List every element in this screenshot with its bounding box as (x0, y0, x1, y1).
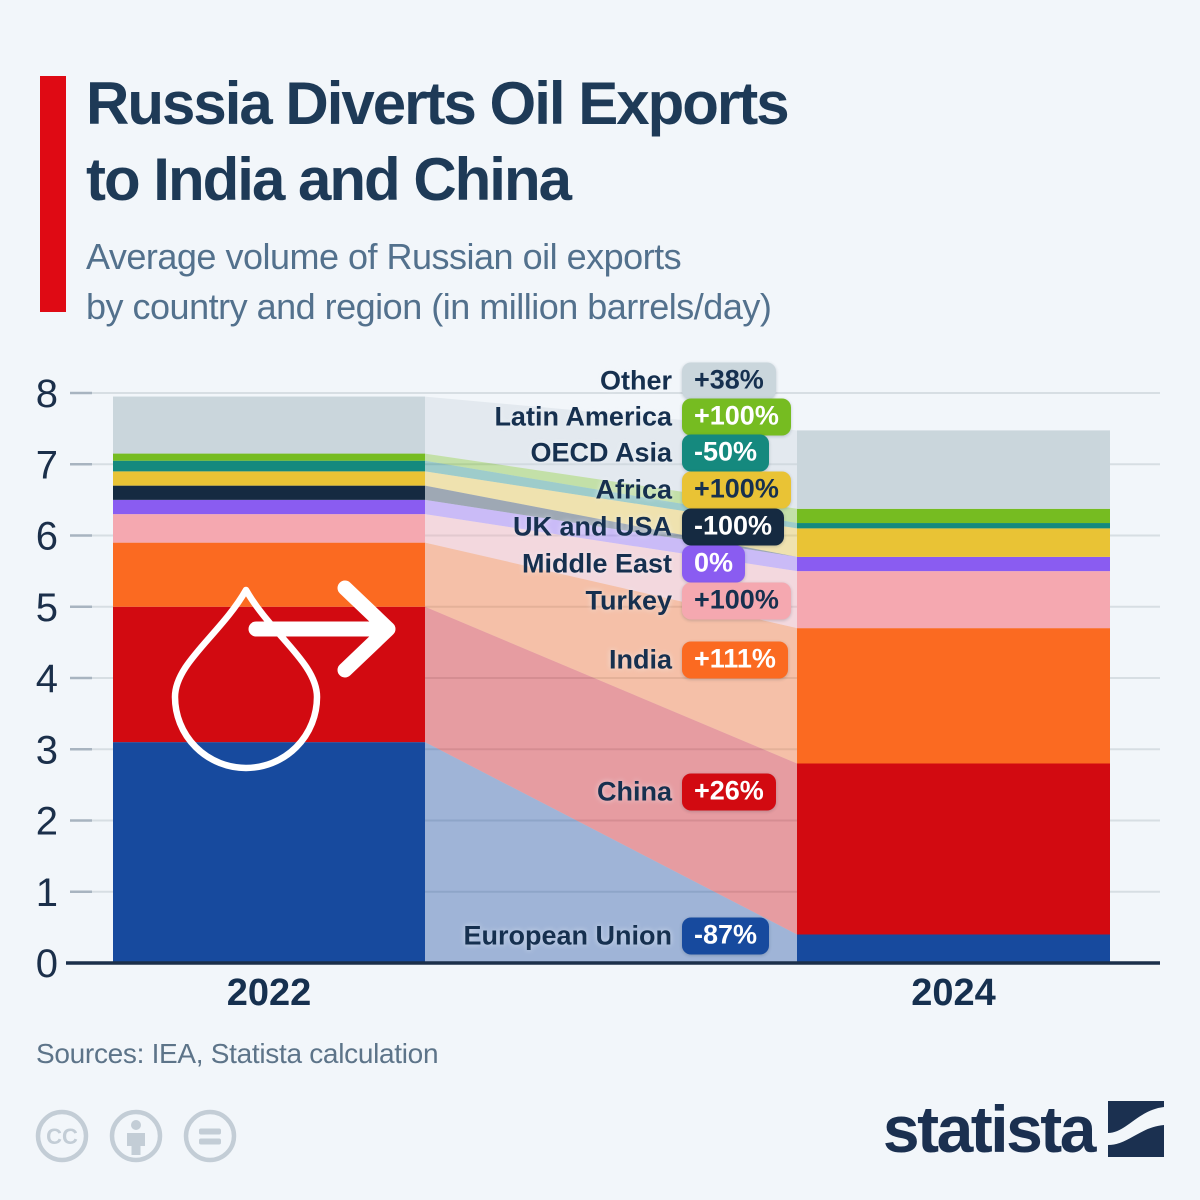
sources-text: Sources: IEA, Statista calculation (36, 1038, 439, 1069)
bar-2022-segment-india (113, 542, 425, 607)
title-accent-bar (40, 76, 66, 312)
flow-band-china (425, 606, 797, 935)
flow-band-european-union (425, 742, 797, 963)
bar-2022-segment-oecd-asia (113, 460, 425, 472)
bar-2022-segment-latin-america (113, 453, 425, 461)
bar-2022-segment-middle-east (113, 499, 425, 515)
ytick-label-6: 6 (36, 515, 58, 559)
cc-license-icon[interactable]: CC (35, 1109, 89, 1163)
cc-nd-icon[interactable] (183, 1109, 237, 1163)
ytick-label-1: 1 (36, 871, 58, 915)
bar-2024-segment-european-union (797, 934, 1110, 963)
bar-2024-segment-china (797, 763, 1110, 935)
oil-drop-icon (171, 586, 321, 772)
page-title: Russia Diverts Oil Exports to India and … (86, 66, 1086, 218)
bar-2022-segment-other (113, 396, 425, 454)
svg-text:CC: CC (46, 1124, 78, 1149)
page-subtitle: Average volume of Russian oil exports by… (86, 232, 1126, 332)
page-title-line-1: Russia Diverts Oil Exports (86, 70, 790, 137)
ytick-label-5: 5 (36, 586, 58, 630)
ytick-label-8: 8 (36, 372, 58, 416)
bar-2022-segment-european-union (113, 742, 425, 963)
flow-band-india (425, 542, 797, 764)
bar-2024-segment-latin-america (797, 508, 1110, 524)
page-subtitle-line-2: by country and region (in million barrel… (86, 286, 772, 327)
ytick-label-3: 3 (36, 728, 58, 772)
statista-logo[interactable]: statista (883, 1096, 1164, 1162)
bar-2024-segment-oecd-asia (797, 523, 1110, 529)
statista-logo-mark (1108, 1101, 1164, 1157)
ytick-label-4: 4 (36, 657, 58, 701)
bar-2024-segment-turkey (797, 571, 1110, 629)
bar-2024-segment-india (797, 628, 1110, 764)
license-icons[interactable]: CC (34, 1106, 244, 1171)
page-subtitle-line-1: Average volume of Russian oil exports (86, 236, 682, 277)
arrow-right-icon (248, 580, 396, 678)
xtick-label-2022: 2022 (227, 972, 312, 1014)
bar-2024-segment-africa (797, 528, 1110, 557)
statista-logo-text: statista (882, 1092, 1097, 1166)
bar-2022-segment-africa (113, 471, 425, 486)
bar-2022-segment-uk-and-usa (113, 485, 425, 500)
ytick-label-2: 2 (36, 800, 58, 844)
bar-2024-segment-other (797, 430, 1110, 509)
ytick-label-7: 7 (36, 443, 58, 487)
page-title-line-2: to India and China (86, 146, 572, 213)
bar-2024-segment-middle-east (797, 556, 1110, 572)
oil-drop-arrow-icon (171, 580, 396, 772)
bar-2022-segment-turkey (113, 514, 425, 543)
xtick-label-2024: 2024 (911, 972, 996, 1014)
cc-attribution-icon[interactable] (109, 1109, 163, 1163)
ytick-label-0: 0 (36, 942, 58, 986)
